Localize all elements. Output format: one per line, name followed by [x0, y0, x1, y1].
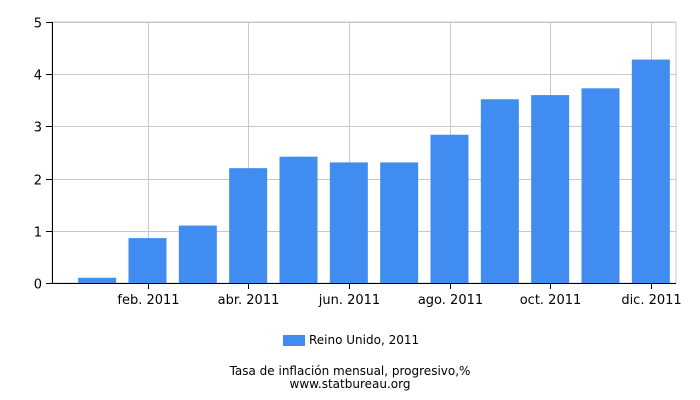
y-tick-label: 3: [34, 121, 42, 136]
y-tick-label: 4: [34, 69, 42, 84]
bar: [631, 59, 670, 283]
chart-title: Tasa de inflación mensual, progresivo,%: [229, 364, 471, 378]
y-tick-label: 0: [34, 278, 42, 293]
bar: [329, 162, 368, 283]
x-tick-label: feb. 2011: [117, 293, 179, 308]
bar: [531, 95, 570, 283]
legend-label: Reino Unido, 2011: [309, 333, 420, 347]
x-tick-label: ago. 2011: [418, 293, 483, 308]
x-tick-label: jun. 2011: [318, 293, 380, 308]
x-tick-label: oct. 2011: [520, 293, 582, 308]
bar: [128, 238, 167, 283]
legend: Reino Unido, 2011: [283, 333, 419, 347]
bar: [581, 88, 620, 283]
x-tick-label: dic. 2011: [621, 293, 681, 308]
y-tick-label: 5: [34, 17, 42, 32]
bar: [480, 99, 519, 283]
x-tick-label: abr. 2011: [218, 293, 280, 308]
bar: [178, 225, 217, 283]
y-tick-label: 2: [34, 174, 42, 189]
chart-source: www.statbureau.org: [289, 377, 411, 391]
bar: [229, 168, 268, 283]
bar: [430, 134, 469, 283]
bar: [279, 156, 318, 283]
bar: [380, 162, 419, 283]
bar: [78, 277, 117, 283]
legend-swatch: [283, 334, 305, 346]
y-tick-label: 1: [34, 226, 42, 241]
